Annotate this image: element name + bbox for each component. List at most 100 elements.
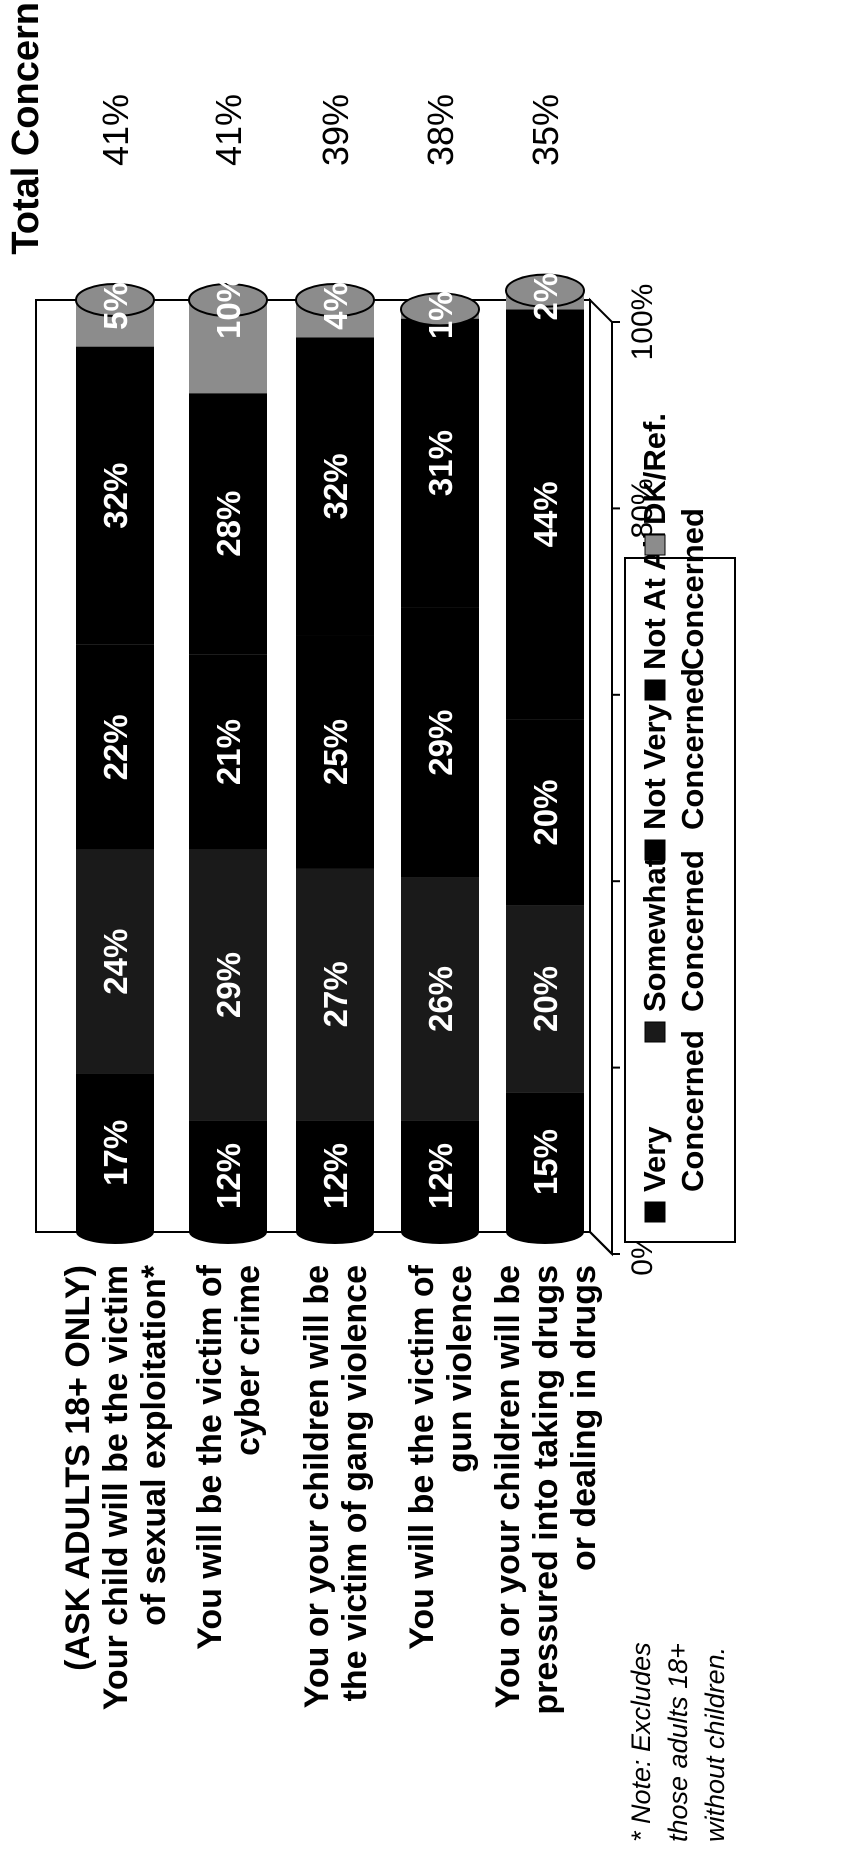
category-label-line: You will be the victim of	[191, 1264, 229, 1649]
category-label-line: Your child will be the victim	[97, 1265, 135, 1710]
category-label-line: cyber crime	[229, 1265, 267, 1456]
bar-segment	[76, 346, 154, 645]
bar-start-cap	[401, 1220, 479, 1244]
bar-value-label: 32%	[317, 453, 354, 519]
plot-floor	[589, 297, 613, 1257]
bar-value-label: 12%	[317, 1143, 354, 1209]
bar-value-label: 26%	[422, 966, 459, 1032]
category-label-line: of sexual exploitation*	[135, 1264, 173, 1626]
total-concern-title: Total Concern	[5, 2, 47, 255]
legend-item-2: Somewhat Concerned	[637, 850, 710, 1043]
bar-segment	[189, 654, 267, 850]
bar-start-cap	[76, 1220, 154, 1244]
bar-value-label: 31%	[422, 430, 459, 496]
total-concern-value: 38%	[420, 94, 461, 166]
axis-corner-left	[589, 1231, 613, 1255]
category-label-line: or dealing in drugs	[565, 1265, 603, 1571]
category-label-line: You or your children will be	[489, 1265, 527, 1708]
bar-value-label: 24%	[97, 929, 134, 995]
bar-value-label: 10%	[210, 273, 247, 339]
legend-label: Somewhat	[637, 857, 672, 1012]
bar-value-label: 17%	[97, 1120, 134, 1186]
legend-label: DK/Ref.	[637, 413, 672, 525]
bar-segment	[401, 1120, 479, 1232]
bar-segment	[189, 299, 267, 394]
bar-end-cap	[505, 273, 585, 308]
bar-start-cap	[296, 1220, 374, 1244]
bar-value-label: 28%	[210, 491, 247, 557]
bar-segment	[401, 318, 479, 608]
bar-group-5: 15% 20% 20% 44% 2%	[505, 273, 585, 1244]
category-label-line: You will be the victim of	[403, 1264, 441, 1649]
note-line: those adults 18+	[663, 1643, 693, 1842]
bar-segment	[189, 849, 267, 1121]
legend-item-1: Very Concerned	[637, 1030, 710, 1223]
bar-segment	[296, 1120, 374, 1232]
bar-value-label: 29%	[422, 710, 459, 776]
bar-start-cap	[189, 1220, 267, 1244]
bar-value-label: 12%	[422, 1143, 459, 1209]
category-label-5: You or your children will be pressured in…	[489, 1265, 603, 1715]
legend-label: Concerned	[675, 508, 710, 670]
legend-item-5: DK/Ref.	[637, 413, 672, 556]
legend-label: Concerned	[675, 850, 710, 1012]
bar-value-label: 21%	[210, 719, 247, 785]
total-concern-value: 41%	[208, 94, 249, 166]
bar-value-label: 2%	[527, 273, 564, 321]
bar-group-2: 12% 29% 21% 28% 10%	[188, 273, 268, 1244]
x-tick-label: 80%	[626, 478, 659, 538]
bar-value-label: 1%	[422, 291, 459, 339]
category-label-1: (ASK ADULTS 18+ ONLY) Your child will be …	[59, 1264, 173, 1710]
bar-value-label: 25%	[317, 719, 354, 785]
bar-value-label: 29%	[210, 952, 247, 1018]
bar-group-3: 12% 27% 25% 32% 4%	[295, 282, 375, 1244]
bar-segment	[506, 1092, 584, 1232]
category-label-line: (ASK ADULTS 18+ ONLY)	[59, 1265, 97, 1671]
note-line: * Note: Excludes	[626, 1642, 656, 1842]
legend-item-3: Not Very Concerned	[637, 668, 710, 861]
bar-value-label: 12%	[210, 1143, 247, 1209]
bar-segment	[506, 905, 584, 1093]
bar-value-label: 4%	[317, 282, 354, 330]
bar-start-cap	[506, 1220, 584, 1244]
total-concern-value: 35%	[525, 94, 566, 166]
bar-value-label: 32%	[97, 463, 134, 529]
category-label-4: You will be the victim of gun violence	[403, 1264, 479, 1649]
bar-segment	[296, 337, 374, 636]
legend-item-4: Not At All Concerned	[637, 508, 710, 701]
bar-value-label: 20%	[527, 966, 564, 1032]
legend-box	[624, 557, 736, 1243]
bar-segment	[296, 868, 374, 1121]
legend-swatch	[644, 679, 666, 701]
bar-value-label: 44%	[527, 481, 564, 547]
category-label-line: You or your children will be	[298, 1265, 336, 1708]
legend-swatch	[644, 839, 666, 861]
total-concern-value: 39%	[315, 94, 356, 166]
bar-segment	[401, 607, 479, 878]
legend-label: Concerned	[675, 1030, 710, 1192]
bar-end-cap	[75, 283, 155, 317]
legend-label: Concerned	[675, 668, 710, 830]
bar-end-cap	[295, 283, 375, 317]
legend-swatch	[644, 1021, 666, 1043]
category-label-line: gun violence	[441, 1265, 479, 1473]
bar-segment	[189, 1120, 267, 1232]
category-label-line: the victim of gang violence	[336, 1265, 374, 1701]
bar-segment	[189, 393, 267, 655]
bar-value-label: 5%	[97, 282, 134, 330]
legend-label: Not Very	[637, 703, 672, 830]
bar-segment	[401, 877, 479, 1121]
bar-group-1: 17% 24% 22% 32% 5%	[75, 282, 155, 1244]
legend-swatch	[644, 534, 666, 556]
bar-value-label: 15%	[527, 1129, 564, 1195]
bar-segment	[296, 635, 374, 869]
bar-value-label: 20%	[527, 780, 564, 846]
legend-label: Very	[637, 1126, 672, 1192]
bar-end-cap	[400, 292, 480, 327]
bar-segment	[76, 849, 154, 1074]
bar-end-cap	[188, 283, 268, 317]
bar-segment	[76, 1073, 154, 1232]
category-label-3: You or your children will be the victim o…	[298, 1265, 374, 1708]
